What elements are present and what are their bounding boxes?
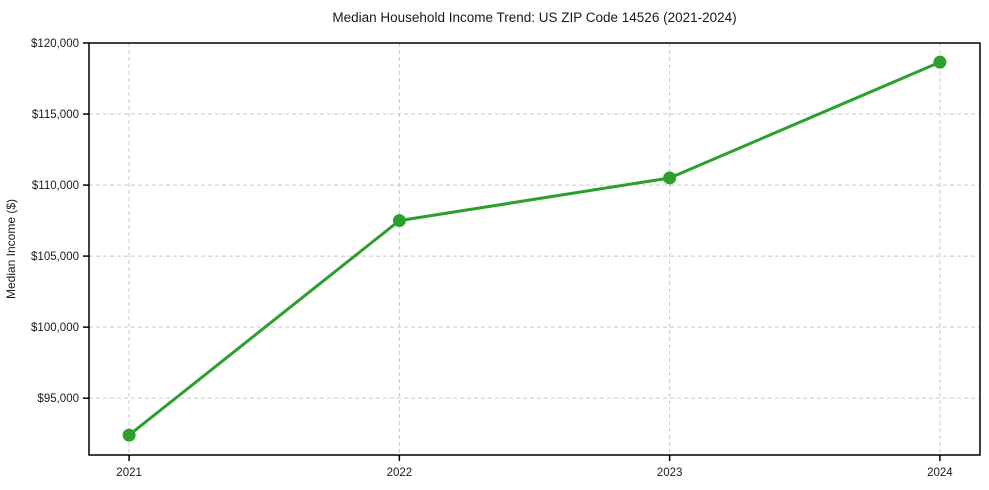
y-tick-label: $120,000 [31,38,79,50]
x-tick-label: 2021 [116,467,142,479]
plot-border [88,42,981,456]
y-tick-label: $110,000 [32,180,79,192]
data-point-2021 [122,428,136,442]
x-tick-label: 2024 [927,467,953,479]
y-tick-label: $95,000 [37,393,79,405]
chart-title: Median Household Income Trend: US ZIP Co… [332,10,736,25]
x-tick-label: 2022 [387,467,413,479]
x-tick-label: 2023 [657,467,683,479]
y-tick-label: $105,000 [31,251,79,263]
y-tick-label: $100,000 [31,322,79,334]
data-point-2022 [392,214,406,228]
data-point-2024 [933,55,947,69]
income-trend-line [127,60,942,437]
y-tick-label: $115,000 [32,109,79,121]
y-axis-label: Median Income ($) [4,199,18,299]
data-point-2023 [663,171,677,185]
